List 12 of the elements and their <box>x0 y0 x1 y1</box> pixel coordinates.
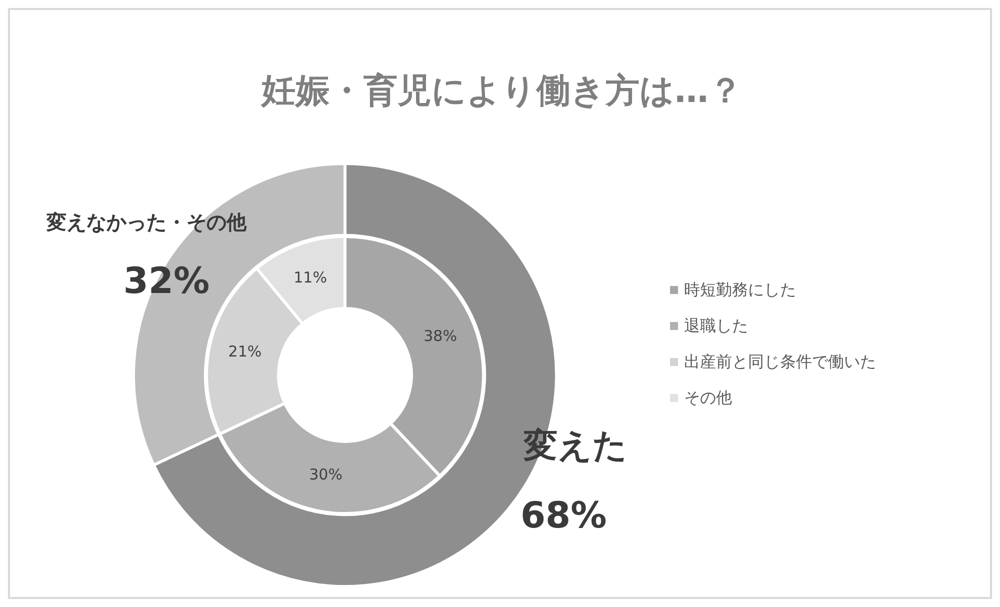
slice-label: 変えなかった・その他 <box>45 210 248 234</box>
data-label: 32% <box>123 261 210 302</box>
data-label: 11% <box>294 268 327 286</box>
legend-label: その他 <box>684 388 732 408</box>
chart-title: 妊娠・育児により働き方は…？ <box>260 70 744 113</box>
legend-label: 出産前と同じ条件で働いた <box>684 352 876 372</box>
data-label: 30% <box>309 466 342 484</box>
legend-label: 退職した <box>684 316 748 336</box>
legend-label: 時短勤務にした <box>684 280 796 300</box>
data-label: 21% <box>228 342 262 361</box>
data-label: 68% <box>520 496 607 537</box>
data-label: 38% <box>424 327 457 346</box>
